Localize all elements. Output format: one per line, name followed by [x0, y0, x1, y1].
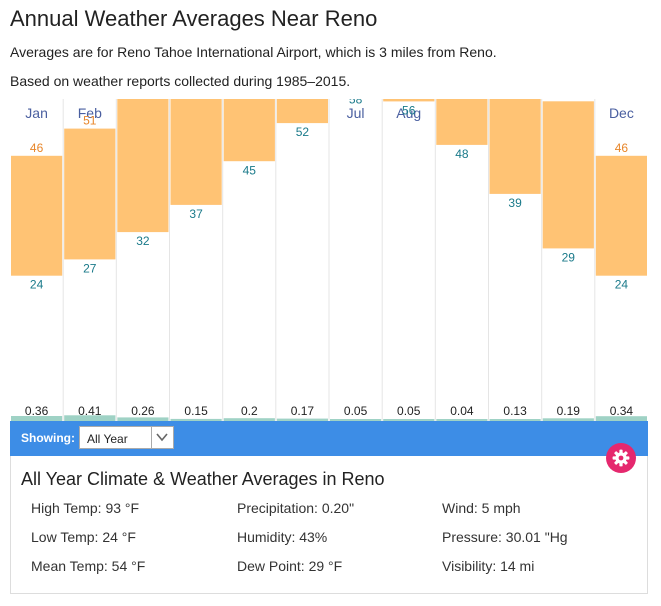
- temperature-bar: [595, 155, 647, 276]
- visibility-stat: Visibility: 14 mi: [442, 558, 535, 574]
- precipitation-bar: [595, 416, 647, 421]
- precipitation-label: 0.13: [503, 404, 527, 418]
- precipitation-bar: [489, 419, 541, 421]
- low-temp-stat: Low Temp: 24 °F: [31, 529, 136, 545]
- settings-button[interactable]: [606, 443, 636, 473]
- temperature-bar: [489, 99, 541, 194]
- month-label: Jan: [25, 105, 48, 121]
- low-temp-label: 56: [402, 103, 416, 117]
- temperature-bar: [170, 99, 222, 205]
- low-temp-label: 37: [189, 207, 203, 221]
- month-label: Jul: [347, 105, 365, 121]
- precipitation-label: 0.26: [131, 404, 155, 418]
- low-temp-label: 58: [349, 99, 363, 106]
- precipitation-label: 0.36: [25, 404, 49, 418]
- summary-title: All Year Climate & Weather Averages in R…: [21, 469, 385, 489]
- low-temp-label: 29: [562, 250, 576, 264]
- precipitation-label: 0.15: [184, 404, 208, 418]
- precipitation-bar: [542, 418, 594, 421]
- high-temp-stat: High Temp: 93 °F: [31, 500, 140, 516]
- low-temp-label: 48: [455, 147, 469, 161]
- low-temp-label: 39: [508, 196, 522, 210]
- temperature-bar: [276, 99, 328, 124]
- period-select-value: All Year: [87, 432, 128, 446]
- temperature-bar: [64, 128, 116, 260]
- precipitation-label: 0.19: [557, 404, 581, 418]
- high-temp-label: 46: [30, 141, 44, 155]
- precipitation-bar: [64, 415, 116, 421]
- humidity-stat: Humidity: 43%: [237, 529, 328, 545]
- period-select[interactable]: All Year: [79, 426, 174, 449]
- low-temp-label: 45: [243, 163, 257, 177]
- precipitation-label: 0.04: [450, 404, 474, 418]
- precipitation-bar: [11, 416, 63, 421]
- low-temp-label: 52: [296, 125, 310, 139]
- low-temp-label: 32: [136, 234, 150, 248]
- precipitation-label: 0.05: [344, 404, 368, 418]
- temperature-bar: [11, 155, 63, 276]
- showing-label: Showing:: [21, 431, 75, 445]
- temperature-bar: [436, 99, 488, 145]
- precipitation-bar: [170, 418, 222, 421]
- chevron-down-icon[interactable]: [151, 427, 173, 448]
- wind-stat: Wind: 5 mph: [442, 500, 521, 516]
- low-temp-label: 24: [615, 278, 629, 292]
- pressure-stat: Pressure: 30.01 "Hg: [442, 529, 568, 545]
- precipitation-label: 0.41: [78, 404, 102, 418]
- subtitle-airport: Averages are for Reno Tahoe Internationa…: [10, 44, 497, 60]
- precipitation-label: 0.34: [610, 404, 634, 418]
- high-temp-label: 46: [615, 141, 629, 155]
- summary-panel: All Year Climate & Weather Averages in R…: [10, 456, 648, 594]
- high-temp-label: 56: [562, 99, 576, 100]
- precipitation-label: 0.05: [397, 404, 421, 418]
- precipitation-label: 0.17: [291, 404, 315, 418]
- low-temp-label: 27: [83, 261, 97, 275]
- precipitation-bar: [436, 419, 488, 421]
- gear-icon: [612, 449, 630, 467]
- weather-chart: Jan46240.36Feb51270.41Mar59320.26Apr6437…: [11, 99, 647, 421]
- low-temp-label: 24: [30, 278, 44, 292]
- temperature-bar: [117, 99, 169, 233]
- precipitation-bar: [276, 418, 328, 421]
- precipitation-bar: [223, 418, 275, 421]
- precipitation-bar: [330, 419, 382, 421]
- month-label: Dec: [609, 105, 634, 121]
- precipitation-stat: Precipitation: 0.20": [237, 500, 355, 516]
- precipitation-bar: [383, 419, 435, 421]
- high-temp-label: 51: [83, 114, 97, 128]
- subtitle-period: Based on weather reports collected durin…: [10, 73, 351, 89]
- month-label: Feb: [78, 105, 102, 121]
- temperature-bar: [223, 99, 275, 162]
- temperature-bar: [542, 101, 594, 249]
- mean-temp-stat: Mean Temp: 54 °F: [31, 558, 146, 574]
- precipitation-label: 0.2: [241, 404, 258, 418]
- showing-bar: Showing: All Year: [10, 421, 648, 456]
- dew-point-stat: Dew Point: 29 °F: [237, 558, 343, 574]
- page-title: Annual Weather Averages Near Reno: [10, 6, 378, 31]
- temperature-bar: [383, 99, 435, 102]
- precipitation-bar: [117, 417, 169, 421]
- month-label: Aug: [396, 105, 421, 121]
